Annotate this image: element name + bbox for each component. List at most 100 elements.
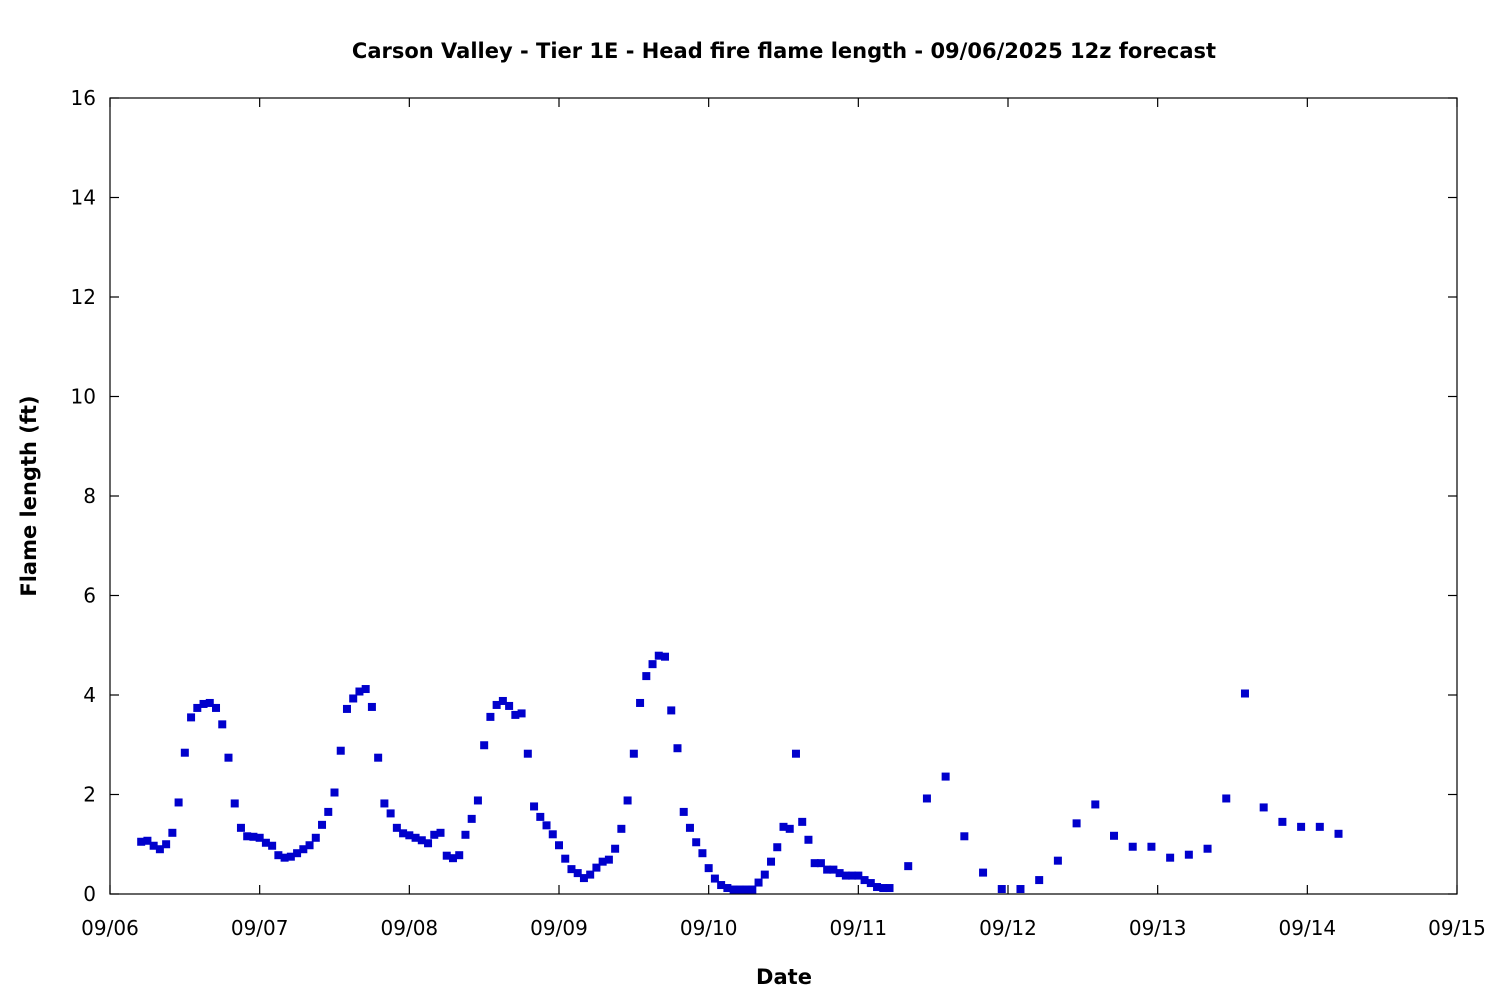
x-tick-label: 09/10 — [680, 916, 738, 940]
data-point — [735, 885, 744, 894]
data-point — [922, 794, 931, 803]
data-point — [1334, 829, 1343, 838]
data-point — [661, 652, 670, 661]
data-point — [299, 845, 308, 854]
data-point — [318, 820, 327, 829]
data-point — [492, 700, 501, 709]
data-point — [642, 672, 651, 681]
data-point — [798, 817, 807, 826]
data-point — [604, 855, 613, 864]
data-point — [997, 885, 1006, 894]
axis-ticks: 09/06 09/07 09/08 09/09 09/10 09/11 09/12 09/13… — [71, 86, 1486, 940]
data-point — [380, 799, 389, 808]
data-point — [180, 748, 189, 757]
data-point — [305, 841, 314, 850]
data-point — [367, 702, 376, 711]
data-point — [448, 854, 457, 863]
data-point — [530, 802, 539, 811]
chart-title: Carson Valley - Tier 1E - Head fire flam… — [352, 39, 1216, 63]
data-point — [679, 807, 688, 816]
x-tick-label: 09/07 — [231, 916, 289, 940]
data-point — [592, 863, 601, 872]
data-point — [324, 807, 333, 816]
data-point — [854, 871, 863, 880]
data-points — [137, 651, 1343, 894]
data-point — [567, 865, 576, 874]
data-point — [866, 879, 875, 888]
data-point — [654, 651, 663, 660]
data-point — [187, 713, 196, 722]
x-tick-label: 09/11 — [830, 916, 888, 940]
data-point — [685, 823, 694, 832]
data-point — [767, 857, 776, 866]
data-point — [199, 699, 208, 708]
x-tick-label: 09/12 — [979, 916, 1037, 940]
data-point — [760, 870, 769, 879]
data-point — [505, 701, 514, 710]
data-point — [904, 862, 913, 871]
data-point — [249, 832, 258, 841]
y-tick-label: 8 — [83, 484, 96, 508]
data-point — [137, 837, 146, 846]
data-point — [835, 869, 844, 878]
data-point — [586, 870, 595, 879]
data-point — [212, 703, 221, 712]
data-point — [243, 832, 252, 841]
data-point — [1016, 885, 1025, 894]
data-point — [311, 833, 320, 842]
data-point — [636, 698, 645, 707]
data-point — [885, 884, 894, 893]
data-point — [230, 799, 239, 808]
data-point — [1315, 822, 1324, 831]
data-point — [236, 823, 245, 832]
x-tick-label: 09/09 — [530, 916, 588, 940]
data-point — [255, 833, 264, 842]
data-point — [473, 796, 482, 805]
plot-area-frame — [109, 97, 1458, 895]
data-point — [162, 840, 171, 849]
data-point — [561, 854, 570, 863]
data-point — [361, 685, 370, 694]
data-point — [573, 869, 582, 878]
data-point — [1128, 842, 1137, 851]
data-point — [386, 809, 395, 818]
data-point — [804, 835, 813, 844]
data-point — [461, 830, 470, 839]
y-axis-label: Flame length (ft) — [17, 395, 41, 596]
data-point — [1203, 844, 1212, 853]
data-point — [754, 878, 763, 887]
data-point — [879, 884, 888, 893]
data-point — [336, 746, 345, 755]
data-point — [667, 706, 676, 715]
data-point — [293, 849, 302, 858]
data-point — [623, 796, 632, 805]
data-point — [399, 829, 408, 838]
data-point — [498, 696, 507, 705]
data-point — [536, 812, 545, 821]
data-point — [579, 874, 588, 883]
data-point — [517, 709, 526, 718]
y-tick-label: 0 — [83, 882, 96, 906]
data-point — [523, 749, 532, 758]
data-point — [692, 838, 701, 847]
data-point — [442, 851, 451, 860]
data-point — [455, 851, 464, 860]
data-point — [342, 704, 351, 713]
y-tick-label: 14 — [71, 186, 96, 210]
data-point — [698, 849, 707, 858]
data-point — [268, 841, 277, 850]
data-point — [1091, 800, 1100, 809]
data-point — [286, 852, 295, 861]
data-point — [816, 859, 825, 868]
x-tick-label: 09/08 — [381, 916, 439, 940]
data-point — [548, 830, 557, 839]
data-point — [1278, 817, 1287, 826]
data-point — [205, 698, 214, 707]
y-tick-label: 16 — [71, 86, 96, 110]
data-point — [810, 859, 819, 868]
data-point — [155, 845, 164, 854]
y-tick-label: 10 — [71, 385, 96, 409]
data-point — [405, 831, 414, 840]
data-point — [1166, 853, 1175, 862]
